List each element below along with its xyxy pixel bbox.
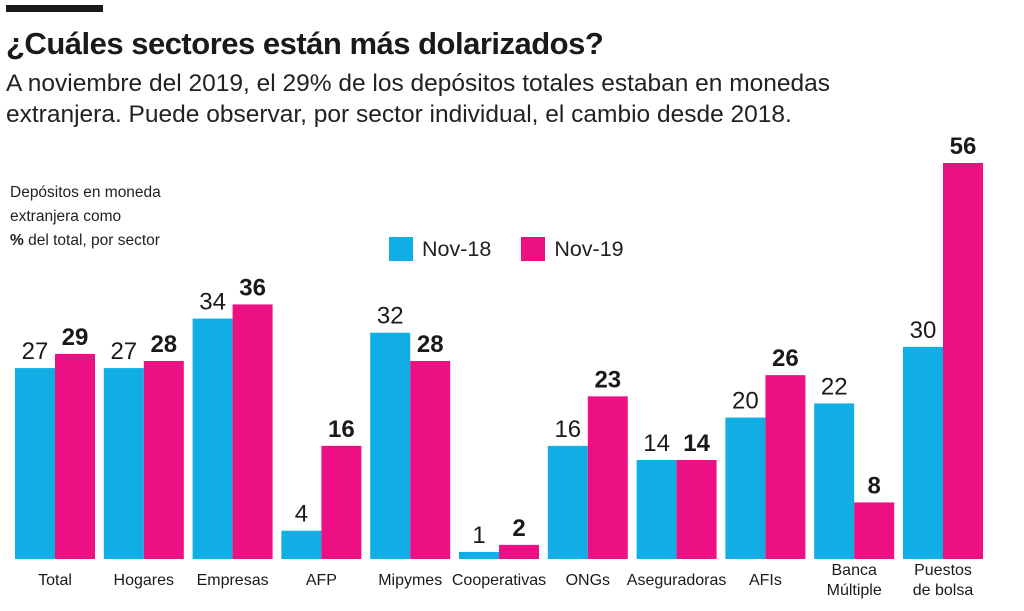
y-axis-note-line-3-rest: del total, por sector xyxy=(23,232,160,249)
bar-nov19-7 xyxy=(676,460,717,559)
value-label-nov18-6: 16 xyxy=(554,416,581,443)
bar-nov19-2 xyxy=(232,304,273,559)
legend-item-nov19: Nov-19 xyxy=(521,236,624,262)
legend-swatch-nov18 xyxy=(389,237,413,261)
value-label-nov18-5: 1 xyxy=(472,522,485,549)
value-label-nov18-0: 27 xyxy=(22,338,49,365)
category-label-0: Total xyxy=(38,572,72,589)
legend: Nov-18 Nov-19 xyxy=(389,234,654,264)
category-label-9-line-0: Banca xyxy=(832,562,877,579)
value-label-nov19-10: 56 xyxy=(950,133,977,160)
bar-nov19-5 xyxy=(499,544,539,559)
bar-nov19-1 xyxy=(143,361,184,559)
value-label-nov18-2: 34 xyxy=(199,289,226,316)
value-label-nov19-2: 36 xyxy=(239,274,266,301)
category-label-10-line-0: Puestos xyxy=(914,562,972,579)
category-label-6: ONGs xyxy=(566,572,610,589)
value-label-nov18-1: 27 xyxy=(110,338,137,365)
bar-nov18-0 xyxy=(15,368,55,559)
value-label-nov18-3: 4 xyxy=(295,501,308,528)
value-label-nov19-9: 8 xyxy=(868,472,881,499)
value-label-nov19-6: 23 xyxy=(594,366,621,393)
y-axis-note-line-2: extranjera como xyxy=(10,208,122,225)
bar-nov19-8 xyxy=(765,375,806,559)
chart-subtitle: A noviembre del 2019, el 29% de los depó… xyxy=(6,70,831,128)
legend-label-nov18: Nov-18 xyxy=(422,236,492,261)
category-label-7: Aseguradoras xyxy=(627,572,727,589)
chart-title: ¿Cuáles sectores están más dolarizados? xyxy=(6,26,604,61)
bar-nov18-10 xyxy=(903,346,943,559)
bar-nov18-9 xyxy=(814,403,855,559)
bar-nov19-0 xyxy=(55,353,95,559)
y-axis-note: Depósitos en moneda extranjera como % de… xyxy=(10,181,210,253)
value-label-nov19-3: 16 xyxy=(328,416,355,443)
value-label-nov18-4: 32 xyxy=(377,303,404,330)
bar-nov18-1 xyxy=(103,368,144,559)
bar-nov18-3 xyxy=(281,530,322,559)
bar-nov18-6 xyxy=(547,445,588,559)
value-label-nov18-7: 14 xyxy=(643,430,670,457)
category-label-5: Cooperativas xyxy=(452,572,546,589)
category-label-3: AFP xyxy=(306,572,337,589)
category-label-9-line-1: Múltiple xyxy=(827,582,882,599)
legend-item-nov18: Nov-18 xyxy=(389,237,491,262)
bar-nov19-9 xyxy=(854,502,895,559)
legend-swatch-nov19 xyxy=(521,237,546,261)
value-label-nov19-0: 29 xyxy=(62,324,89,351)
bar-nov18-7 xyxy=(636,460,677,559)
y-axis-note-line-3: % del total, por sector xyxy=(10,229,210,253)
percent-sign: % xyxy=(10,232,24,249)
value-label-nov19-1: 28 xyxy=(150,331,177,358)
value-label-nov19-8: 26 xyxy=(772,345,799,372)
value-label-nov19-5: 2 xyxy=(512,515,525,542)
category-label-4: Mipymes xyxy=(378,572,442,589)
bar-nov18-2 xyxy=(192,318,233,559)
category-label-8: AFIs xyxy=(749,572,782,589)
bar-nov18-4 xyxy=(370,332,411,559)
legend-label-nov19: Nov-19 xyxy=(554,236,624,261)
category-label-1: Hogares xyxy=(114,572,174,589)
value-label-nov18-10: 30 xyxy=(910,317,937,344)
bar-nov18-8 xyxy=(725,417,766,559)
bar-nov19-4 xyxy=(410,361,451,559)
bar-nov19-10 xyxy=(943,163,983,559)
value-label-nov18-9: 22 xyxy=(821,373,848,400)
bar-nov19-6 xyxy=(587,396,628,559)
category-label-2: Empresas xyxy=(197,572,269,589)
top-rule xyxy=(6,5,103,12)
bar-nov19-3 xyxy=(321,445,362,559)
value-label-nov18-8: 20 xyxy=(732,388,759,415)
y-axis-note-line-1: Depósitos en moneda xyxy=(10,184,161,201)
value-label-nov19-7: 14 xyxy=(683,430,710,457)
category-label-10-line-1: de bolsa xyxy=(913,582,974,599)
value-label-nov19-4: 28 xyxy=(417,331,444,358)
bar-nov18-5 xyxy=(459,551,499,559)
